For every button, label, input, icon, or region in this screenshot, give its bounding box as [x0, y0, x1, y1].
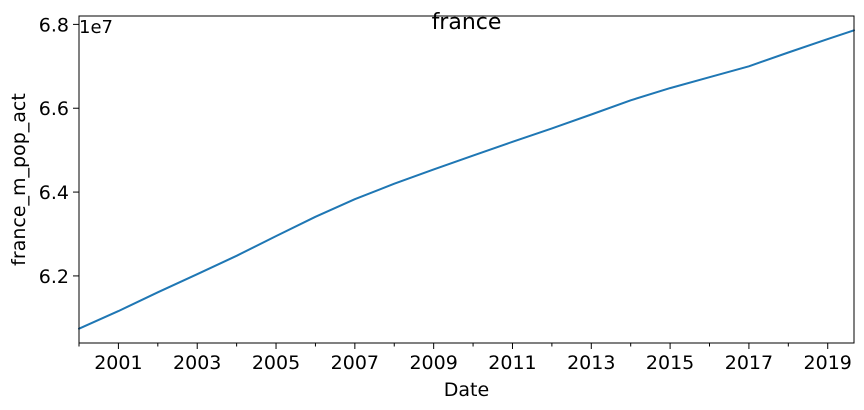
series-line [78, 29, 855, 330]
y-offset-label: 1e7 [79, 17, 113, 38]
y-tick-label: 6.2 [39, 266, 69, 288]
y-tick-label: 6.8 [39, 14, 69, 36]
x-tick-label: 2011 [488, 352, 536, 374]
x-tick-label: 2003 [173, 352, 221, 374]
x-axis-label: Date [444, 379, 489, 401]
x-tick-label: 2005 [252, 352, 300, 374]
x-tick-label: 2017 [725, 352, 773, 374]
y-axis-label: france_m_pop_act [8, 93, 30, 266]
y-tick-label: 6.4 [39, 182, 69, 204]
plot-background [79, 16, 854, 343]
x-axis-ticks: 2001 2003 2005 2007 2009 2011 2013 2015 2017 2019 [78, 343, 852, 374]
x-tick-label: 2015 [646, 352, 694, 374]
x-tick-label: 2013 [567, 352, 615, 374]
x-tick-label: 2019 [804, 352, 852, 374]
chart-title: france [432, 10, 502, 35]
x-tick-label: 2009 [409, 352, 457, 374]
plot-frame [78, 15, 855, 344]
x-tick-label: 2007 [331, 352, 379, 374]
x-tick-label: 2001 [94, 352, 142, 374]
y-tick-label: 6.6 [39, 98, 69, 120]
y-axis-ticks: 6.2 6.4 6.6 6.8 [39, 14, 79, 288]
